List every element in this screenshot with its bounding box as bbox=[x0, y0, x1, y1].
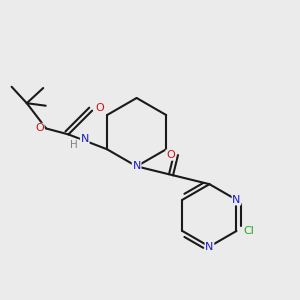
Text: O: O bbox=[35, 124, 44, 134]
Text: N: N bbox=[80, 134, 89, 144]
Text: Cl: Cl bbox=[244, 226, 254, 236]
Text: O: O bbox=[95, 103, 104, 112]
Text: H: H bbox=[70, 140, 78, 150]
Text: N: N bbox=[232, 195, 241, 205]
Text: N: N bbox=[205, 242, 214, 252]
Text: O: O bbox=[166, 150, 175, 160]
Text: N: N bbox=[132, 161, 141, 171]
